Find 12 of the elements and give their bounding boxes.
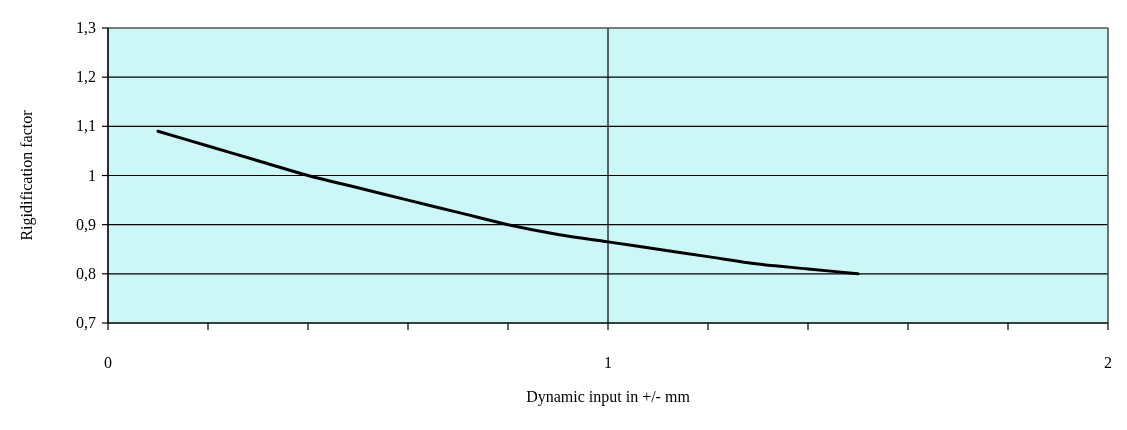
y-axis-title: Rigidification factor — [18, 109, 36, 241]
y-tick-label: 0,9 — [76, 215, 96, 233]
y-tick-label: 1,2 — [76, 68, 96, 86]
x-tick-label: 0 — [104, 354, 112, 371]
x-axis-title: Dynamic input in +/- mm — [526, 388, 691, 406]
y-tick-label: 1 — [88, 166, 96, 184]
y-tick-label: 0,7 — [76, 314, 96, 331]
y-tick-label: 1,1 — [76, 117, 96, 135]
x-tick-label: 1 — [604, 354, 612, 371]
y-tick-label: 1,3 — [76, 19, 96, 36]
y-tick-label: 0,8 — [76, 264, 96, 282]
x-tick-label: 2 — [1104, 354, 1112, 371]
